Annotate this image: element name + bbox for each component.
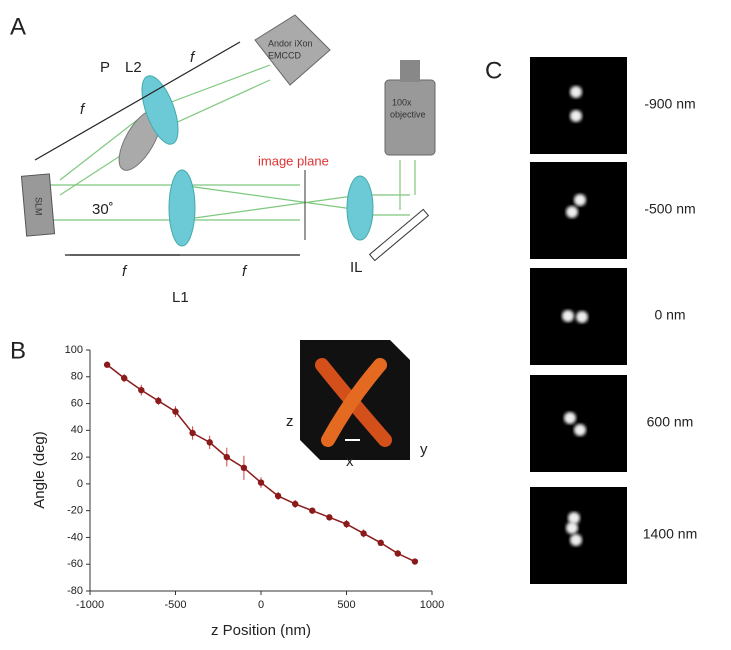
data-point	[378, 540, 384, 546]
data-point	[241, 465, 247, 471]
data-point	[121, 375, 127, 381]
lens-label: L2	[125, 59, 142, 76]
panel-letter: B	[10, 337, 26, 364]
lens-label: L1	[172, 289, 189, 306]
psf-spot	[574, 424, 586, 436]
data-point	[395, 550, 401, 556]
psf-spot	[576, 311, 588, 323]
psf-image	[530, 162, 627, 259]
objective-label: 100x	[392, 97, 412, 107]
inset-axis-label: z	[286, 413, 294, 430]
x-tick-label: -500	[164, 599, 186, 611]
image-plane-label: image plane	[258, 153, 329, 168]
polarizer-label: P	[100, 59, 110, 76]
data-point	[326, 514, 332, 520]
y-tick-label: -80	[67, 585, 83, 597]
camera-label: EMCCD	[268, 50, 301, 60]
y-tick-label: 80	[71, 371, 83, 383]
y-tick-label: -40	[67, 531, 83, 543]
inset-3d	[300, 340, 410, 460]
focal-label: f	[190, 49, 196, 66]
y-axis-title: Angle (deg)	[31, 431, 48, 509]
data-point	[309, 507, 315, 513]
figure: A Andor iXon EMCCD f f f f P L2 L1 image…	[0, 0, 731, 650]
y-tick-label: 20	[71, 451, 83, 463]
y-tick-label: -60	[67, 558, 83, 570]
focal-label: f	[242, 263, 248, 280]
data-point	[360, 530, 366, 536]
z-label: -900 nm	[644, 96, 695, 112]
data-point	[207, 439, 213, 445]
data-point	[275, 493, 281, 499]
psf-image	[530, 375, 627, 472]
psf-spot	[562, 310, 574, 322]
z-label: 0 nm	[654, 307, 685, 323]
y-tick-label: -20	[67, 505, 83, 517]
x-tick-label: 1000	[420, 599, 444, 611]
data-point	[138, 387, 144, 393]
data-point	[189, 430, 195, 436]
x-tick-label: -1000	[76, 599, 104, 611]
camera-label: Andor iXon	[268, 38, 313, 48]
psf-spot	[566, 206, 578, 218]
data-point	[412, 558, 418, 564]
lens-label: IL	[350, 259, 363, 276]
data-point	[155, 398, 161, 404]
psf-spot	[570, 534, 582, 546]
psf-spot	[566, 522, 578, 534]
y-tick-label: 0	[77, 478, 83, 490]
psf-spot	[568, 512, 580, 524]
data-point	[172, 408, 178, 414]
panel-letter: C	[485, 57, 502, 84]
inset-axis-label: x	[346, 453, 354, 470]
psf-spot	[574, 194, 586, 206]
inset-axis-label: y	[420, 441, 428, 458]
slm-label: SLM	[34, 197, 44, 216]
data-point	[104, 362, 110, 368]
psf-spot	[564, 412, 576, 424]
y-tick-label: 100	[65, 344, 83, 356]
x-tick-label: 500	[337, 599, 355, 611]
angle-label: 30˚	[92, 201, 114, 218]
x-axis-title: z Position (nm)	[211, 622, 311, 639]
y-tick-label: 60	[71, 397, 83, 409]
z-label: 600 nm	[647, 414, 694, 430]
data-point	[292, 501, 298, 507]
psf-image	[530, 57, 627, 154]
focal-label: f	[80, 101, 86, 118]
data-point	[343, 521, 349, 527]
objective-label: objective	[390, 109, 426, 119]
z-label: 1400 nm	[643, 526, 697, 542]
data-point	[224, 454, 230, 460]
x-tick-label: 0	[258, 599, 264, 611]
psf-spot	[570, 86, 582, 98]
psf-spot	[570, 110, 582, 122]
z-label: -500 nm	[644, 201, 695, 217]
data-point	[258, 479, 264, 485]
panel-letter: A	[10, 13, 26, 40]
focal-label: f	[122, 263, 128, 280]
y-tick-label: 40	[71, 424, 83, 436]
diagram-shapes	[21, 15, 435, 261]
